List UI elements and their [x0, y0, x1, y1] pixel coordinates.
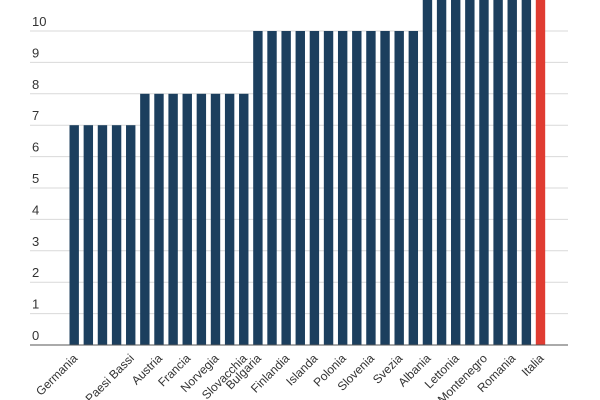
y-tick-label: 4	[32, 202, 39, 217]
bar	[126, 125, 136, 345]
y-tick-label: 6	[32, 140, 39, 155]
x-tick-label: Germania	[33, 351, 80, 398]
bar	[239, 93, 249, 345]
bar	[337, 31, 348, 345]
y-tick-label: 7	[32, 108, 39, 123]
bar	[224, 93, 235, 345]
bar	[267, 31, 277, 345]
bar	[210, 93, 221, 345]
bar	[408, 31, 419, 345]
bar	[196, 93, 207, 345]
bar	[465, 0, 475, 345]
bar	[154, 93, 164, 345]
bar	[281, 31, 291, 345]
bar	[521, 0, 532, 345]
y-tick-label: 9	[32, 45, 39, 60]
y-tick-label: 0	[32, 328, 39, 343]
bar	[323, 31, 334, 345]
bar	[451, 0, 461, 345]
bar	[182, 93, 192, 345]
bar	[436, 0, 447, 345]
y-tick-label: 1	[32, 297, 39, 312]
bar	[97, 125, 108, 345]
bar	[295, 31, 305, 345]
y-tick-label: 2	[32, 265, 39, 280]
bar	[352, 31, 362, 345]
bar	[83, 125, 94, 345]
bar-layer	[69, 0, 546, 345]
y-tick-label: 8	[32, 77, 39, 92]
bar-highlight	[535, 0, 546, 345]
bar	[380, 31, 390, 345]
bar	[111, 125, 122, 345]
bar	[479, 0, 489, 345]
y-tick-label: 10	[32, 14, 46, 29]
bar	[493, 0, 503, 345]
x-tick-label: Paesi Bassi	[83, 351, 137, 400]
bar	[394, 31, 404, 345]
bar	[69, 125, 79, 345]
bar	[140, 93, 150, 345]
bar	[309, 31, 320, 345]
bar	[366, 31, 376, 345]
y-tick-label: 5	[32, 171, 39, 186]
y-tick-label: 3	[32, 234, 39, 249]
x-tick-label: Italia	[519, 351, 547, 379]
bar	[253, 31, 263, 345]
bar	[507, 0, 517, 345]
bar	[422, 0, 433, 345]
bar	[168, 93, 178, 345]
